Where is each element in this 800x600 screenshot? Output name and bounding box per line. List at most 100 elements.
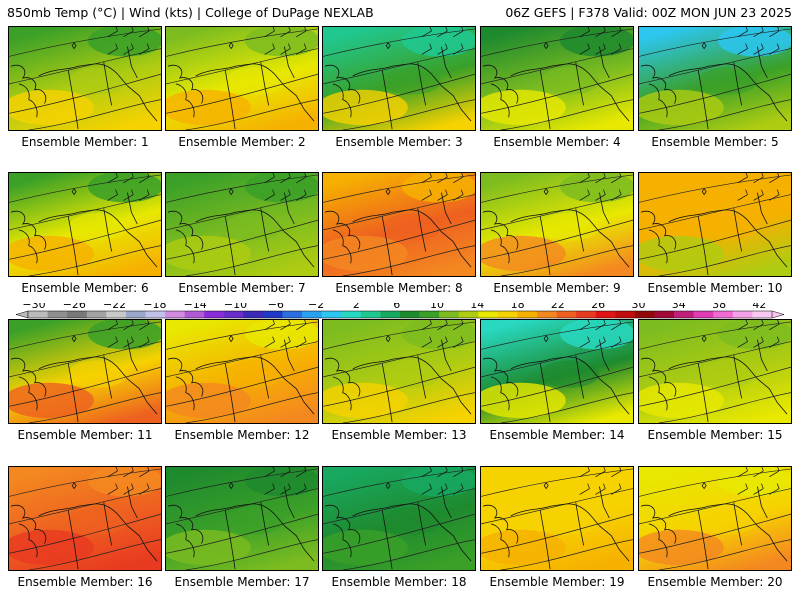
ensemble-member-label: Ensemble Member: 14 [489, 428, 625, 442]
colorbar-tick-label: −22 [103, 303, 126, 311]
ensemble-map [639, 467, 791, 570]
ensemble-map [481, 27, 633, 130]
ensemble-map-panel [322, 172, 476, 277]
ensemble-map-panel [638, 466, 792, 571]
ensemble-map-panel [480, 466, 634, 571]
colorbar-swatch [67, 311, 88, 318]
colorbar-tick-label: 38 [712, 303, 726, 311]
colorbar-swatch [595, 311, 616, 318]
ensemble-member-label: Ensemble Member: 16 [17, 575, 153, 589]
ensemble-member-label: Ensemble Member: 19 [489, 575, 625, 589]
ensemble-member-label: Ensemble Member: 6 [21, 281, 149, 295]
ensemble-map [639, 320, 791, 423]
colorbar-swatch [732, 311, 753, 318]
ensemble-map-panel [8, 319, 162, 424]
colorbar-tick-label: 14 [470, 303, 484, 311]
ensemble-map [323, 320, 475, 423]
ensemble-member-label: Ensemble Member: 20 [647, 575, 783, 589]
ensemble-map [323, 467, 475, 570]
ensemble-map-panel [322, 319, 476, 424]
ensemble-member-label: Ensemble Member: 12 [174, 428, 310, 442]
colorbar-tick-label: −2 [308, 303, 324, 311]
ensemble-map-panel [638, 319, 792, 424]
colorbar-swatch [400, 311, 420, 318]
ensemble-map-panel [165, 172, 319, 277]
ensemble-map-panel [8, 172, 162, 277]
colorbar-swatch [537, 311, 557, 318]
colorbar-tick-label: 18 [511, 303, 525, 311]
ensemble-member-label: Ensemble Member: 18 [331, 575, 467, 589]
colorbar-swatch [302, 311, 322, 318]
colorbar-swatch [106, 311, 127, 318]
ensemble-map [166, 173, 318, 276]
colorbar-swatch [517, 311, 538, 318]
colorbar-tick-label: 42 [752, 303, 766, 311]
ensemble-map-panel [480, 319, 634, 424]
colorbar-swatch [184, 311, 205, 318]
colorbar-swatch [497, 311, 518, 318]
ensemble-member-label: Ensemble Member: 15 [647, 428, 783, 442]
colorbar-swatch [556, 311, 577, 318]
colorbar-swatch [634, 311, 655, 318]
ensemble-map [481, 467, 633, 570]
ensemble-member-label: Ensemble Member: 3 [335, 135, 463, 149]
ensemble-map-panel [165, 319, 319, 424]
colorbar-tick-label: 2 [353, 303, 360, 311]
colorbar-swatch [145, 311, 166, 318]
colorbar-swatch [458, 311, 479, 318]
colorbar-tick-label: −6 [268, 303, 284, 311]
colorbar-swatch [243, 311, 264, 318]
colorbar-swatch [654, 311, 675, 318]
colorbar-swatch [360, 311, 381, 318]
colorbar-swatch [86, 311, 107, 318]
ensemble-member-label: Ensemble Member: 10 [647, 281, 783, 295]
ensemble-map-panel [165, 466, 319, 571]
ensemble-member-label: Ensemble Member: 2 [178, 135, 306, 149]
colorbar-swatch [615, 311, 636, 318]
ensemble-member-label: Ensemble Member: 11 [17, 428, 153, 442]
colorbar-swatch [341, 311, 362, 318]
ensemble-map-panel [480, 26, 634, 131]
ensemble-map [9, 467, 161, 570]
ensemble-map-panel [638, 26, 792, 131]
colorbar-swatch [752, 311, 773, 318]
colorbar-tick-label: −18 [143, 303, 166, 311]
ensemble-member-label: Ensemble Member: 4 [493, 135, 621, 149]
colorbar-tick-label: 10 [430, 303, 444, 311]
colorbar-swatch [47, 311, 68, 318]
colorbar-swatch [419, 311, 440, 318]
run-valid-time: 06Z GEFS | F378 Valid: 00Z MON JUN 23 20… [505, 5, 792, 20]
colorbar-swatch [439, 311, 460, 318]
ensemble-member-label: Ensemble Member: 17 [174, 575, 310, 589]
colorbar-tick-label: 26 [591, 303, 605, 311]
colorbar-tick-label: 6 [393, 303, 400, 311]
ensemble-map-panel [322, 26, 476, 131]
ensemble-map-panel [8, 26, 162, 131]
ensemble-member-label: Ensemble Member: 5 [651, 135, 779, 149]
ensemble-member-label: Ensemble Member: 13 [331, 428, 467, 442]
ensemble-member-label: Ensemble Member: 1 [21, 135, 149, 149]
colorbar-tick-label: −10 [224, 303, 247, 311]
ensemble-map [166, 467, 318, 570]
ensemble-map-panel [8, 466, 162, 571]
colorbar-tick-label: 30 [632, 303, 646, 311]
colorbar-tick-label: 34 [672, 303, 686, 311]
ensemble-map-panel [165, 26, 319, 131]
ensemble-map [323, 27, 475, 130]
ensemble-map [481, 173, 633, 276]
colorbar-swatch [125, 311, 146, 318]
colorbar-swatch [321, 311, 342, 318]
temperature-colorbar: −30 −26 −22 −18 −14 −10 −6 −2 2 6 10 14 18 22 26 30 34 38… [15, 303, 785, 319]
ensemble-map-panel [322, 466, 476, 571]
ensemble-member-label: Ensemble Member: 9 [493, 281, 621, 295]
ensemble-map-panel [480, 172, 634, 277]
ensemble-map [9, 27, 161, 130]
colorbar-arrow-low [15, 310, 29, 319]
colorbar-swatch [576, 311, 597, 318]
ensemble-map [639, 173, 791, 276]
colorbar-swatch [380, 311, 401, 318]
ensemble-member-label: Ensemble Member: 7 [178, 281, 306, 295]
colorbar-swatch [204, 311, 225, 318]
colorbar-swatch [478, 311, 499, 318]
colorbar-swatch [693, 311, 714, 318]
